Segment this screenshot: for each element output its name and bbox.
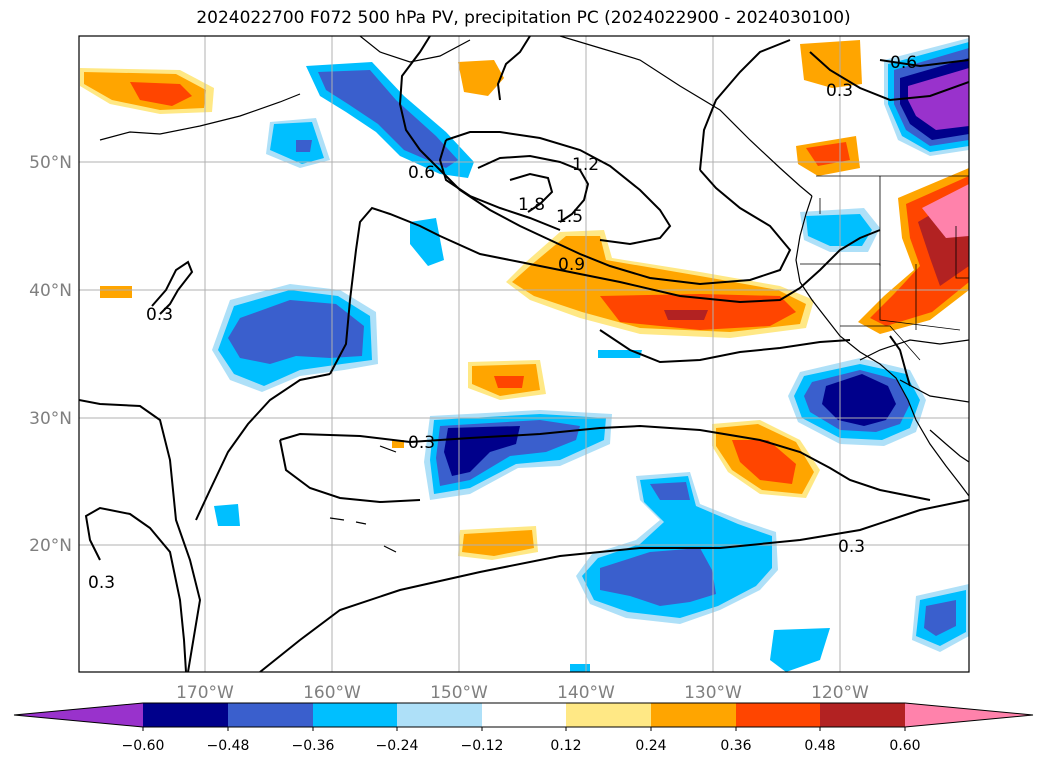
lat-label: 50°N [29, 153, 72, 173]
graticule [79, 36, 969, 672]
colorbar-swatch [566, 703, 651, 727]
colorbar: −0.60 −0.48 −0.36 −0.24 −0.12 0.12 0.24 … [13, 702, 1034, 754]
colorbar-tick-label: −0.36 [292, 738, 335, 754]
lon-label: 160°W [303, 683, 361, 703]
coastlines [99, 36, 969, 553]
colorbar-swatch [482, 703, 566, 727]
borders [800, 175, 969, 361]
colorbar-tick-label: −0.12 [461, 738, 504, 754]
lat-label: 40°N [29, 281, 72, 301]
contour-label: 0.3 [826, 81, 853, 101]
colorbar-swatch [736, 703, 820, 727]
colorbar-swatch [313, 703, 397, 727]
colorbar-tick-label: 0.24 [635, 738, 666, 754]
lon-label: 170°W [176, 683, 234, 703]
contour-label: 1.5 [556, 207, 583, 227]
colorbar-swatch [397, 703, 482, 727]
contour-label: 0.6 [890, 53, 917, 73]
lon-label: 130°W [684, 683, 742, 703]
colorbar-tick-label: 0.60 [889, 738, 920, 754]
colorbar-tick-label: 0.48 [804, 738, 835, 754]
colorbar-tick-label: −0.48 [207, 738, 250, 754]
lon-label: 140°W [557, 683, 615, 703]
colorbar-swatch [651, 703, 736, 727]
colorbar-swatch [820, 703, 905, 727]
lat-label: 20°N [29, 536, 72, 556]
colorbar-tick-label: −0.24 [376, 738, 419, 754]
contour-label: 0.6 [408, 163, 435, 183]
colorbar-swatch [228, 703, 313, 727]
contour-label: 0.3 [88, 573, 115, 593]
colorbar-swatch [143, 703, 228, 727]
contour-label: 0.9 [558, 255, 585, 275]
colorbar-tick-label: 0.12 [550, 738, 581, 754]
latitude-labels: 50°N 40°N 30°N 20°N [29, 153, 72, 556]
longitude-labels: 170°W 160°W 150°W 140°W 130°W 120°W [176, 683, 869, 703]
lon-label: 120°W [811, 683, 869, 703]
pv-contour-labels: 0.3 0.3 0.3 0.3 0.3 0.6 0.6 0.9 1.2 1.5 … [88, 53, 917, 593]
map-panel [79, 36, 969, 672]
contour-label: 0.3 [408, 433, 435, 453]
contour-label: 0.3 [838, 537, 865, 557]
colorbar-tick-label: 0.36 [720, 738, 751, 754]
pv-contours [79, 36, 969, 672]
colorbar-extend-left [14, 703, 143, 727]
precipitation-shading [80, 38, 969, 672]
colorbar-extend-right [905, 703, 1033, 727]
lon-label: 150°W [430, 683, 488, 703]
map-frame [78, 35, 970, 673]
contour-label: 1.2 [572, 155, 599, 175]
lat-label: 30°N [29, 409, 72, 429]
map-title: 2024022700 F072 500 hPa PV, precipitatio… [196, 8, 851, 28]
contour-label: 1.8 [518, 195, 545, 215]
contour-label: 0.3 [146, 305, 173, 325]
colorbar-tick-label: −0.60 [122, 738, 165, 754]
